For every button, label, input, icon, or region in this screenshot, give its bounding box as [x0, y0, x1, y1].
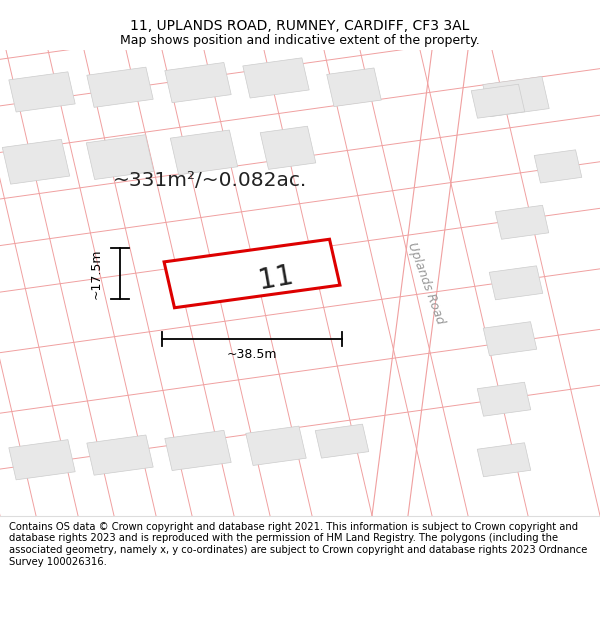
Text: 11: 11: [256, 261, 296, 295]
Polygon shape: [495, 205, 549, 239]
Polygon shape: [9, 439, 75, 480]
Text: Uplands Road: Uplands Road: [405, 240, 447, 326]
Polygon shape: [471, 84, 525, 118]
Polygon shape: [477, 382, 531, 416]
Polygon shape: [243, 58, 309, 98]
Text: ~17.5m: ~17.5m: [89, 248, 103, 299]
Polygon shape: [477, 442, 531, 477]
Polygon shape: [9, 72, 75, 112]
Polygon shape: [164, 239, 340, 308]
Polygon shape: [87, 67, 153, 108]
Polygon shape: [165, 431, 231, 471]
Polygon shape: [260, 126, 316, 169]
Text: ~38.5m: ~38.5m: [227, 349, 277, 361]
Polygon shape: [2, 139, 70, 184]
Polygon shape: [170, 130, 238, 175]
Polygon shape: [315, 424, 369, 458]
Polygon shape: [534, 150, 582, 183]
Polygon shape: [165, 62, 231, 102]
Polygon shape: [483, 322, 537, 356]
Polygon shape: [86, 135, 154, 179]
Text: 11, UPLANDS ROAD, RUMNEY, CARDIFF, CF3 3AL: 11, UPLANDS ROAD, RUMNEY, CARDIFF, CF3 3…: [130, 19, 470, 32]
Text: Map shows position and indicative extent of the property.: Map shows position and indicative extent…: [120, 34, 480, 47]
Polygon shape: [372, 50, 468, 516]
Polygon shape: [327, 68, 381, 106]
Polygon shape: [246, 426, 306, 466]
Polygon shape: [483, 76, 549, 117]
Text: Contains OS data © Crown copyright and database right 2021. This information is : Contains OS data © Crown copyright and d…: [9, 522, 587, 567]
Polygon shape: [489, 266, 543, 300]
Text: ~331m²/~0.082ac.: ~331m²/~0.082ac.: [113, 171, 307, 190]
Polygon shape: [87, 435, 153, 475]
